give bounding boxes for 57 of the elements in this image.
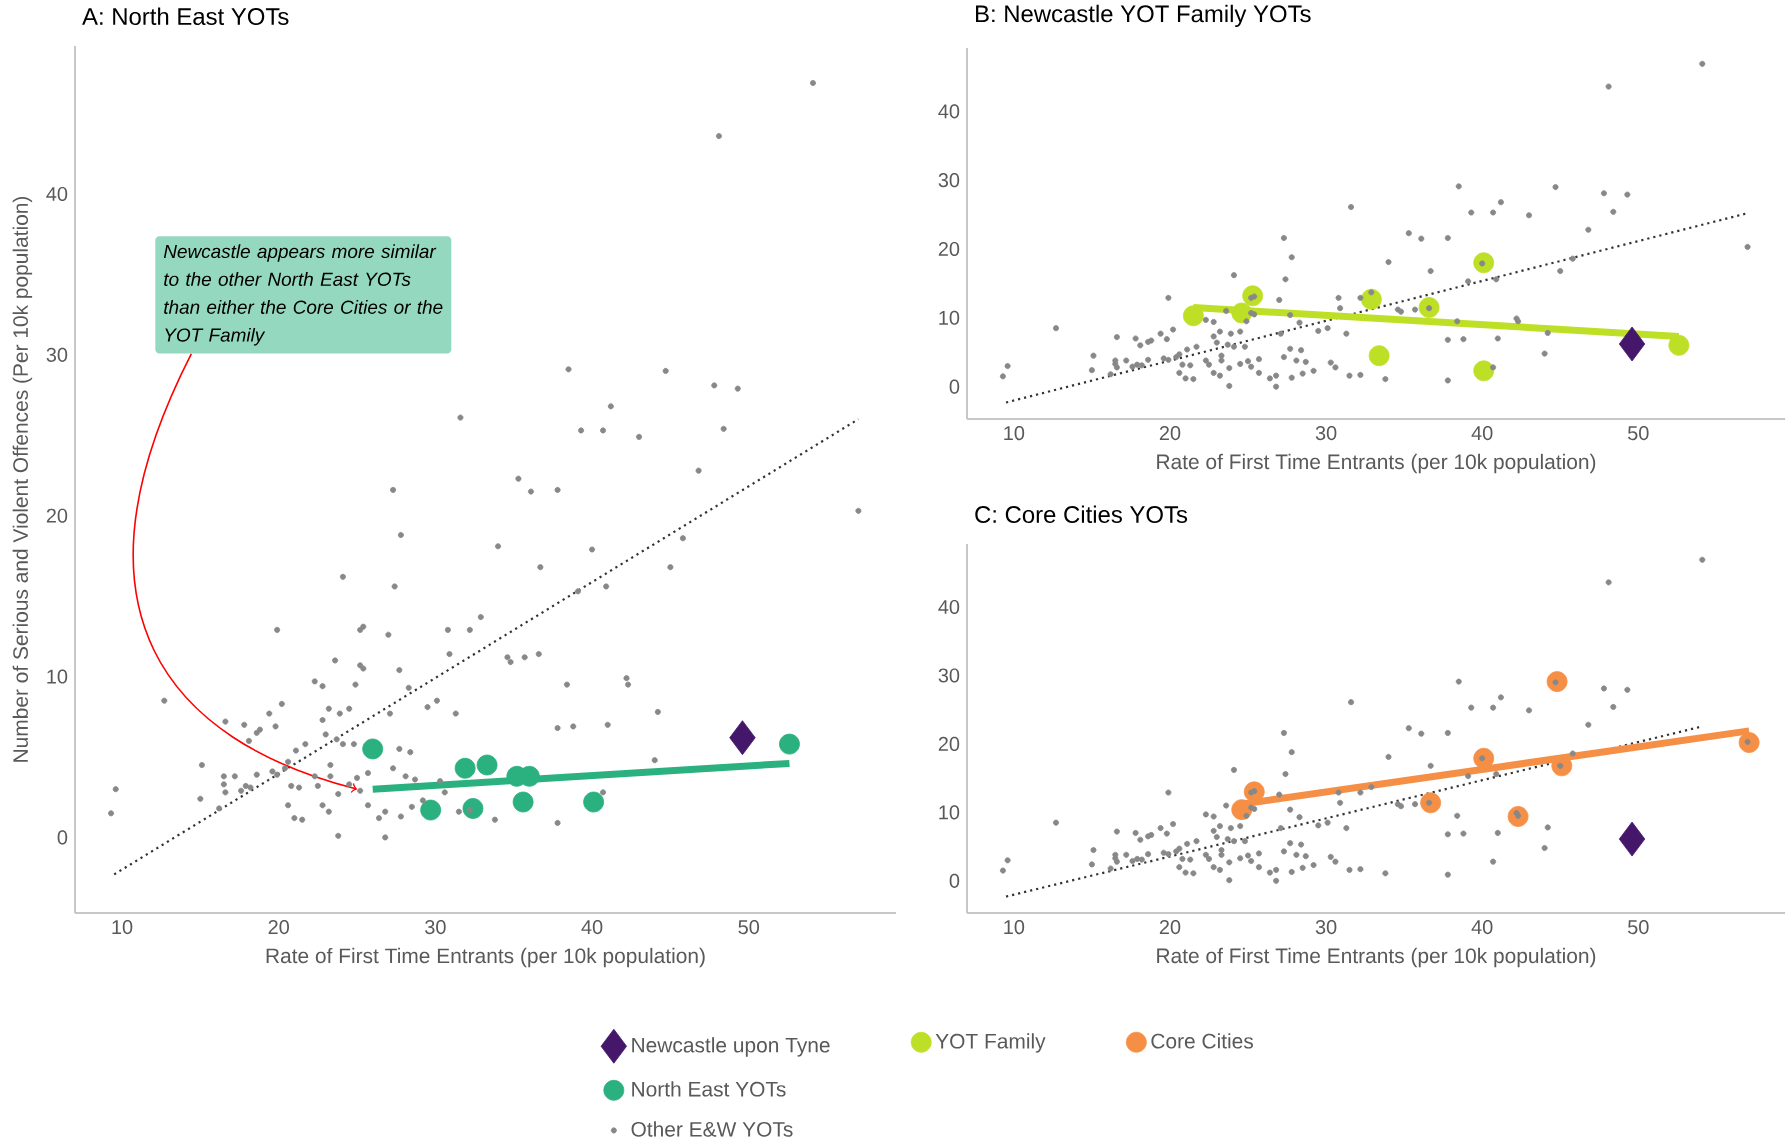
y-tick-label: 0: [949, 873, 960, 888]
x-tick-label: 20: [268, 920, 289, 935]
point: [729, 720, 756, 756]
x-tick-label: 50: [738, 920, 760, 935]
point: [1368, 345, 1390, 367]
x-tick-label: 10: [1004, 920, 1025, 935]
y-tick-label: 20: [938, 241, 960, 257]
point: [583, 791, 605, 813]
point: [1668, 334, 1690, 356]
y-tick-label: 10: [939, 805, 960, 820]
y-axis-title: Number of Serious and Violent Offences (Per 10k population): [12, 196, 33, 762]
y-tick-label: 0: [57, 830, 68, 845]
x-tick-label: 10: [112, 920, 133, 935]
legend-label: North East YOTs: [632, 1081, 786, 1097]
y-tick-label: 30: [938, 173, 960, 188]
y-tick-label: 30: [938, 668, 960, 683]
y-tick-label: 30: [46, 347, 68, 362]
chart-title: C: Core Cities YOTs: [975, 505, 1188, 523]
chart-title: A: North East YOTs: [82, 7, 289, 25]
x-axis-title: Rate of First Time Entrants (per 10k population): [266, 947, 705, 968]
y-tick-label: 0: [949, 379, 960, 394]
y-tick-label: 10: [939, 310, 960, 325]
point: [476, 754, 498, 776]
x-tick-label: 20: [1159, 920, 1181, 935]
x-tick-label: 40: [1471, 426, 1493, 441]
legend-label: Other E&W YOTs: [631, 1121, 793, 1137]
point: [420, 799, 442, 821]
x-tick-label: 50: [1628, 920, 1649, 935]
annotation: Newcastle appears more similar to the other North East YOTs than either the Core Cities or the YOT Family: [163, 244, 443, 346]
x-tick-label: 40: [1471, 920, 1493, 935]
point: [1618, 821, 1646, 857]
point: [779, 733, 800, 755]
point: [1473, 360, 1495, 382]
x-tick-label: 20: [1159, 426, 1181, 441]
point: [1618, 326, 1646, 362]
point: [512, 791, 534, 813]
y-tick-label: 40: [938, 104, 960, 119]
y-tick-label: 10: [47, 669, 68, 684]
point: [454, 757, 476, 779]
x-tick-label: 30: [1315, 920, 1337, 935]
x-tick-label: 50: [1628, 426, 1649, 441]
chart-title: B: Newcastle YOT Family YOTs: [976, 4, 1311, 28]
x-tick-label: 10: [1004, 426, 1025, 441]
y-tick-label: 40: [46, 186, 68, 202]
point: [1182, 305, 1204, 327]
y-tick-label: 20: [46, 508, 68, 523]
x-tick-label: 30: [1315, 426, 1337, 441]
point: [362, 738, 384, 760]
x-axis-title: Rate of First Time Entrants (per 10k population): [1157, 453, 1596, 474]
x-tick-label: 40: [581, 920, 603, 935]
x-axis-title: Rate of First Time Entrants (per 10k population): [1157, 947, 1596, 968]
x-tick-label: 30: [425, 920, 446, 935]
legend-label: Core Cities: [1151, 1033, 1253, 1049]
legend-label: Newcastle upon Tyne: [632, 1037, 830, 1057]
y-tick-label: 20: [938, 736, 960, 751]
y-tick-label: 40: [938, 599, 960, 615]
legend-label: YOT Family: [935, 1033, 1046, 1053]
